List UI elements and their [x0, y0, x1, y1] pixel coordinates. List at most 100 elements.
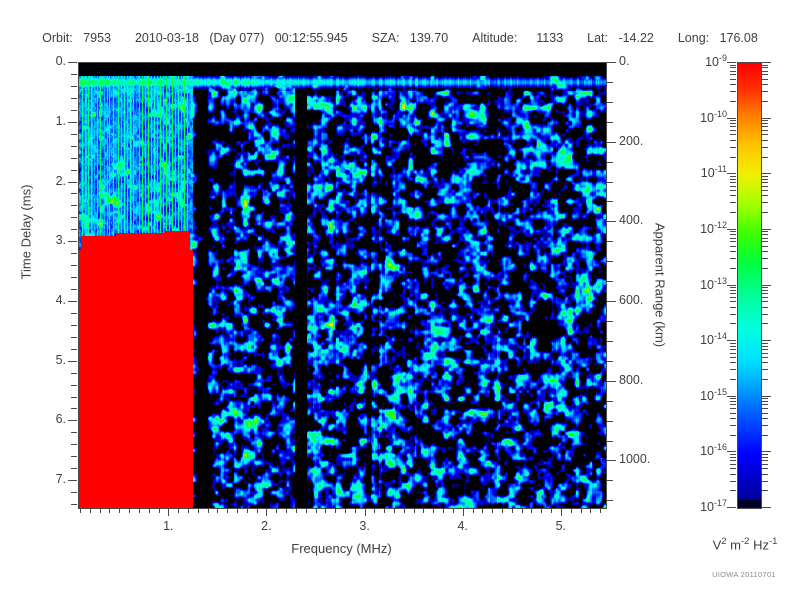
colorbar-minor-tick-left	[730, 190, 736, 191]
obs-date: 2010-03-18	[134, 31, 199, 45]
y2-axis-minor-tick	[607, 161, 613, 163]
y-axis-minor-tick	[71, 432, 77, 434]
y2-axis-minor-tick	[607, 121, 613, 123]
x-axis-major-tick	[462, 508, 464, 516]
y-axis-minor-tick	[71, 456, 77, 458]
colorbar-minor-tick	[762, 146, 768, 148]
x-axis-major-tick	[266, 508, 268, 516]
y2-axis-minor-tick	[607, 400, 613, 402]
orbit-value: 7953	[83, 31, 111, 45]
y-axis-tick-label: 5.	[55, 352, 66, 367]
colorbar-major-tick-left	[727, 117, 736, 119]
colorbar-minor-tick	[762, 245, 768, 247]
colorbar-minor-tick-left	[730, 289, 736, 291]
colorbar-minor-tick	[762, 401, 768, 403]
colorbar-major-tick	[762, 62, 771, 63]
colorbar-minor-tick-left	[730, 417, 736, 419]
colorbar-minor-tick	[762, 313, 768, 315]
obs-time: 00:12:55.945	[274, 31, 348, 45]
colorbar-minor-tick-left	[730, 146, 736, 148]
longitude-label: Long:	[677, 31, 710, 45]
x-axis-minor-tick	[521, 508, 523, 513]
x-axis-tick-label: 3.	[359, 519, 370, 533]
colorbar-minor-tick	[762, 296, 768, 298]
orbit-label: Orbit:	[42, 31, 73, 45]
x-axis-minor-tick	[541, 508, 543, 513]
colorbar-major-tick	[762, 117, 771, 119]
colorbar-minor-tick-left	[730, 356, 736, 358]
colorbar-minor-tick-left	[730, 181, 736, 183]
y2-axis-minor-tick	[607, 261, 613, 263]
colorbar-minor-tick-left	[730, 245, 736, 247]
y2-axis-major-tick	[607, 141, 616, 143]
x-axis-tick-label: 4.	[457, 519, 468, 533]
colorbar-minor-tick-left	[730, 84, 736, 86]
y-axis-minor-tick	[71, 396, 77, 398]
colorbar-minor-tick	[762, 480, 768, 482]
colorbar-minor-tick	[762, 356, 768, 358]
colorbar-floor-swatch	[738, 500, 761, 507]
x-axis-minor-tick	[551, 508, 552, 513]
colorbar-minor-tick	[762, 74, 768, 76]
colorbar-major-tick-left	[727, 173, 736, 175]
colorbar-minor-tick	[762, 231, 768, 233]
x-axis-minor-tick	[207, 508, 209, 513]
colorbar-minor-tick	[762, 178, 768, 180]
colorbar-minor-tick-left	[730, 369, 736, 371]
colorbar-minor-tick-left	[730, 404, 736, 406]
x-axis-minor-tick	[178, 508, 180, 513]
colorbar-minor-tick-left	[730, 67, 736, 69]
colorbar-minor-tick	[762, 185, 768, 187]
colorbar-minor-tick-left	[730, 178, 736, 180]
colorbar-minor-tick	[762, 241, 768, 243]
x-axis-minor-tick	[600, 508, 602, 513]
colorbar-minor-tick-left	[730, 64, 736, 66]
sza-value: 139.70	[409, 31, 449, 45]
colorbar-major-tick-left	[727, 62, 736, 63]
colorbar-major-tick	[762, 228, 771, 230]
x-axis-minor-tick	[99, 508, 101, 513]
colorbar-minor-tick	[762, 417, 768, 419]
y-axis-minor-tick	[71, 265, 77, 267]
y2-axis-minor-tick	[607, 81, 613, 83]
colorbar-minor-tick-left	[730, 70, 736, 72]
y-axis-minor-tick	[71, 408, 77, 410]
colorbar-minor-tick-left	[730, 456, 736, 458]
colorbar-minor-tick-left	[730, 313, 736, 315]
colorbar-minor-tick	[762, 345, 768, 347]
colorbar-tick-label: 10-10	[700, 108, 727, 125]
colorbar-major-tick-left	[727, 451, 736, 453]
x-axis-minor-tick	[295, 508, 297, 513]
colorbar-minor-tick-left	[730, 134, 736, 136]
ionogram-plot-area	[78, 62, 607, 509]
colorbar-minor-tick-left	[730, 342, 736, 344]
colorbar-minor-tick-left	[730, 345, 736, 347]
colorbar-major-tick	[762, 451, 771, 453]
colorbar-minor-tick	[762, 408, 768, 410]
y-axis-minor-tick	[71, 289, 77, 290]
y-axis-major-tick	[68, 121, 77, 123]
units-m: m	[726, 537, 741, 553]
y2-axis-minor-tick	[607, 181, 613, 183]
colorbar-minor-tick-left	[730, 468, 736, 470]
x-axis-minor-tick	[315, 508, 317, 513]
y2-axis-minor-tick	[607, 440, 613, 442]
spectrogram-canvas	[79, 63, 606, 508]
colorbar-tick-label: 10-12	[700, 219, 727, 237]
colorbar-minor-tick	[762, 289, 768, 291]
colorbar-minor-tick-left	[730, 463, 736, 465]
colorbar-major-tick	[762, 340, 771, 342]
y2-axis-minor-tick	[607, 360, 613, 362]
colorbar-minor-tick	[762, 202, 768, 204]
x-axis-minor-tick	[335, 508, 337, 513]
x-axis-minor-tick	[276, 508, 278, 513]
colorbar-minor-tick	[762, 301, 768, 303]
y-axis-minor-tick	[71, 253, 77, 255]
units-hz-exp: -1	[768, 536, 778, 547]
y-axis-minor-tick	[71, 348, 77, 350]
units-v: V	[712, 537, 722, 553]
x-axis-minor-tick	[531, 508, 533, 513]
colorbar-minor-tick	[762, 251, 768, 252]
y-axis-minor-tick	[71, 97, 77, 99]
colorbar-minor-tick-left	[730, 412, 736, 414]
